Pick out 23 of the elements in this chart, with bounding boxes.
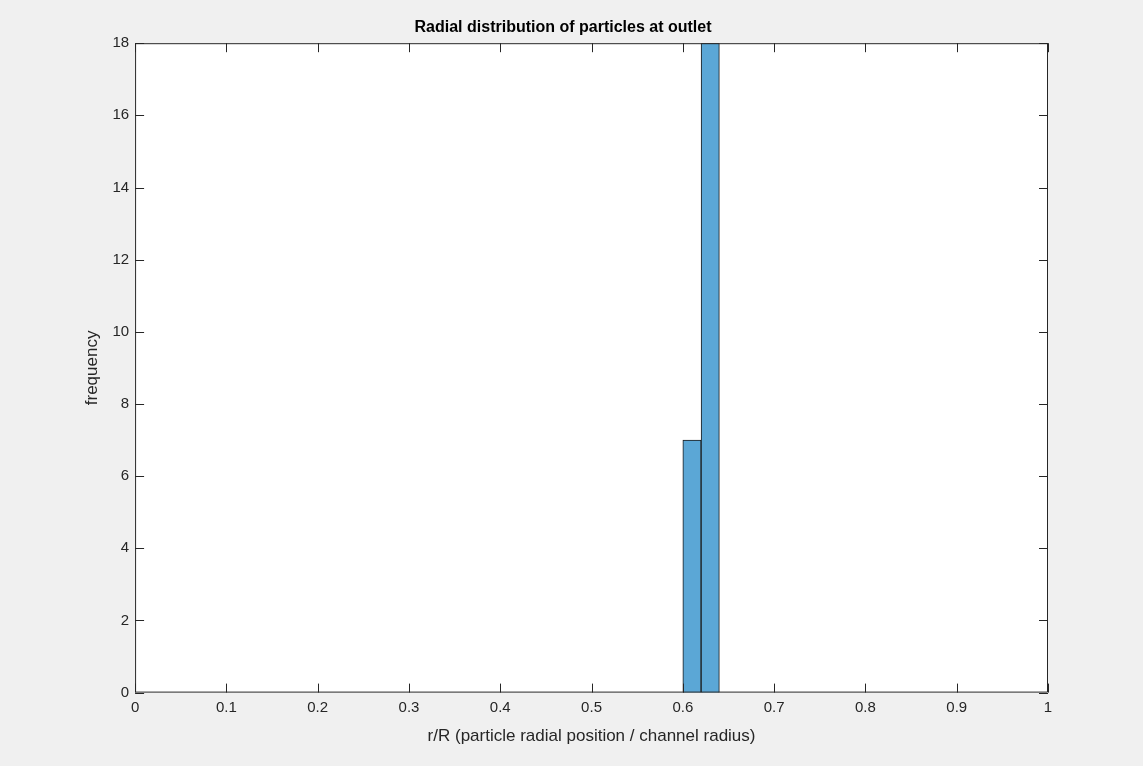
y-tick-label: 16 — [112, 105, 130, 123]
y-tick-label: 6 — [120, 466, 130, 484]
x-tick-label: 0.8 — [854, 697, 876, 715]
x-tick-label: 0.1 — [215, 697, 237, 715]
y-axis-title: frequency — [81, 330, 101, 406]
y-tick-label: 2 — [120, 610, 130, 628]
x-tick-label: 1 — [1043, 697, 1053, 715]
y-tick-label: 8 — [120, 394, 130, 412]
x-tick-label: 0.4 — [489, 697, 511, 715]
y-tick-label: 14 — [112, 177, 130, 195]
x-tick-label: 0.2 — [307, 697, 329, 715]
y-tick-label: 18 — [112, 33, 130, 51]
y-tick-label: 0 — [120, 682, 130, 700]
chart-title: Radial distribution of particles at outlet — [414, 18, 713, 36]
x-tick-label: 0.6 — [672, 697, 694, 715]
x-tick-label: 0.9 — [946, 697, 968, 715]
y-tick-label: 10 — [112, 321, 130, 339]
y-tick-label: 12 — [112, 249, 130, 267]
x-tick-label: 0.5 — [581, 697, 602, 715]
x-tick-label: 0.7 — [763, 697, 785, 715]
x-axis-title: r/R (particle radial position / channel radius) — [427, 726, 756, 746]
y-tick-label: 4 — [120, 538, 130, 556]
x-tick-label: 0.3 — [398, 697, 420, 715]
